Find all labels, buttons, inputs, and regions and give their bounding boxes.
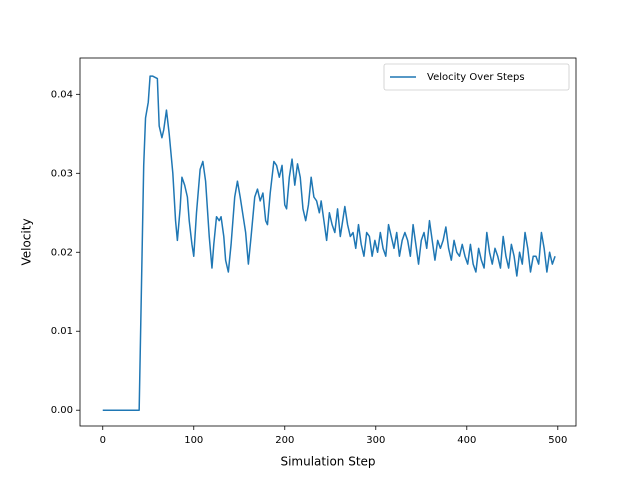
x-axis-label: Simulation Step xyxy=(280,455,375,469)
plot-frame xyxy=(79,57,577,427)
x-tick-label: 200 xyxy=(275,435,294,446)
y-tick-label: 0.04 xyxy=(51,89,73,100)
y-tick-label: 0.00 xyxy=(51,405,73,416)
x-tick-label: 400 xyxy=(457,435,476,446)
y-tick-label: 0.02 xyxy=(51,247,73,258)
x-tick-label: 300 xyxy=(366,435,385,446)
legend-box xyxy=(383,63,570,91)
data-line xyxy=(102,75,556,411)
y-tick-label: 0.01 xyxy=(51,326,73,337)
x-tick-label: 500 xyxy=(548,435,567,446)
legend-label: Velocity Over Steps xyxy=(427,72,525,83)
x-tick-label: 100 xyxy=(184,435,203,446)
x-tick-label: 0 xyxy=(100,435,106,446)
y-tick-label: 0.03 xyxy=(51,168,73,179)
y-axis-label: Velocity xyxy=(20,218,34,265)
